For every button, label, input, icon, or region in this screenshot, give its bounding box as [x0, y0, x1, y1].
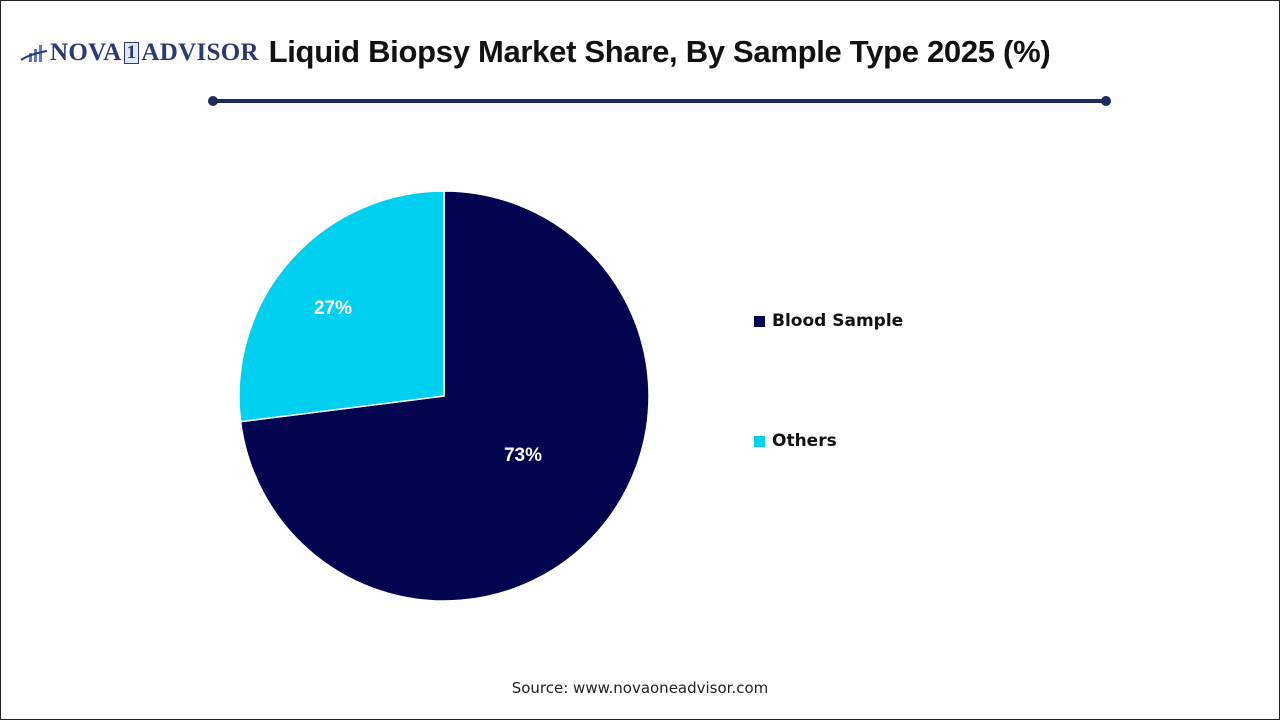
legend-swatch — [754, 315, 765, 327]
pie-slice-others — [238, 190, 445, 423]
legend-item-blood-sample: Blood Sample — [754, 311, 903, 331]
logo-text-one: 1 — [123, 42, 140, 64]
pie-slices — [238, 190, 650, 602]
data-label-others: 27% — [314, 298, 352, 319]
legend-item-others: Others — [754, 431, 837, 451]
chart-title: Liquid Biopsy Market Share, By Sample Ty… — [268, 34, 1051, 69]
legend-swatch — [754, 435, 765, 447]
title-underline — [213, 99, 1106, 103]
bar-chart-swoosh-icon — [20, 45, 48, 62]
logo-text-advisor: ADVISOR — [141, 39, 259, 66]
underline-right-dot — [1101, 96, 1111, 106]
logo-text-nova: NOVA — [50, 39, 122, 66]
data-label-blood-sample: 73% — [504, 445, 542, 466]
pie-slice-blood-sample — [239, 190, 650, 602]
source-note: Source: www.novaoneadvisor.com — [511, 679, 769, 697]
legend-label: Blood Sample — [772, 311, 904, 331]
underline-left-dot — [208, 96, 218, 106]
brand-logo: NOVA 1 ADVISOR — [20, 38, 259, 68]
pie-data-labels: 73% 27% — [314, 298, 542, 466]
legend-label: Others — [772, 431, 837, 451]
